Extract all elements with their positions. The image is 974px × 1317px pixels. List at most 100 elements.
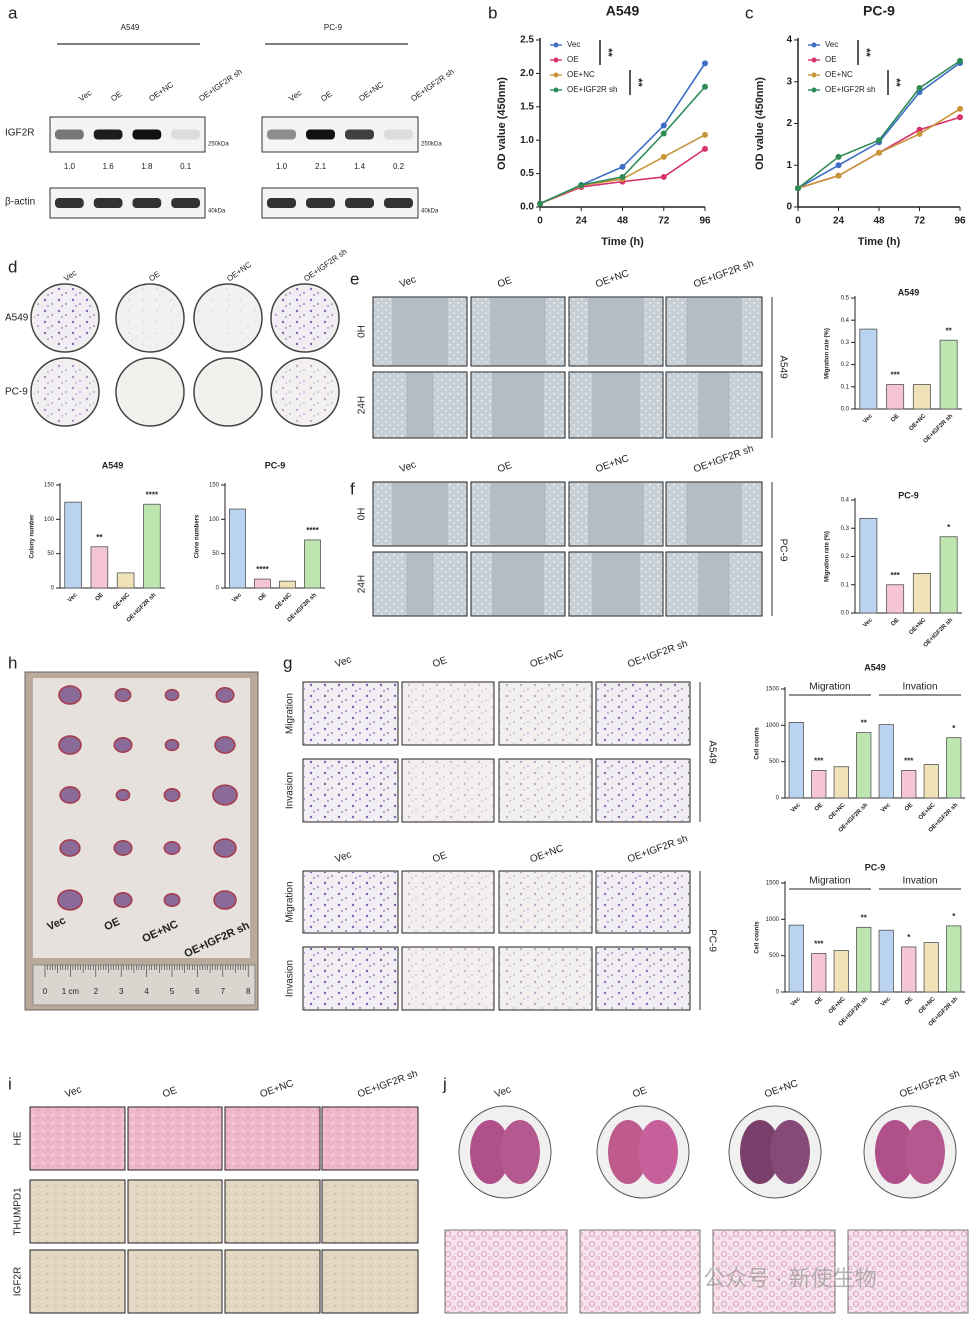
- band: [384, 198, 413, 208]
- tumor: [115, 788, 131, 802]
- label: 2.1: [315, 162, 327, 171]
- sig-label: **: [632, 78, 644, 87]
- label: OE+IGF2R sh: [692, 443, 755, 475]
- tumor: [113, 892, 133, 908]
- bar: [833, 950, 849, 993]
- x-tick-label: 72: [658, 216, 670, 227]
- legend-marker: [553, 57, 559, 63]
- y-tick-label: 0: [776, 990, 780, 996]
- point: [876, 149, 882, 156]
- sig-label: ***: [814, 940, 824, 949]
- wound-gap: [490, 298, 546, 365]
- x-tick-label: OE+NC: [918, 996, 937, 1015]
- bar: [939, 339, 958, 410]
- panel-label: e: [350, 269, 359, 288]
- label: 24H: [357, 575, 368, 593]
- y-tick-label: 0.3: [841, 526, 850, 532]
- y-tick-label: 0.4: [841, 318, 850, 324]
- ihc-image: [224, 1106, 321, 1171]
- y-tick-label: 0.1: [841, 582, 850, 588]
- y-tick-label: 1000: [766, 723, 780, 729]
- label: 40kDa: [421, 209, 439, 215]
- legend-marker: [811, 57, 817, 63]
- label: PC-9: [324, 23, 343, 32]
- tumor: [163, 892, 181, 908]
- x-tick-label: OE+NC: [908, 617, 927, 636]
- y-tick-label: 1.0: [520, 135, 534, 146]
- panel-label: f: [350, 479, 355, 498]
- chart-title: PC-9: [265, 460, 286, 470]
- label: OE+IGF2R sh: [626, 833, 689, 865]
- band: [306, 198, 335, 208]
- group-label: Migration: [809, 682, 850, 693]
- y-tick-label: 500: [769, 953, 780, 959]
- transwell-image: [500, 948, 591, 1009]
- label: Vec: [77, 88, 93, 103]
- ihc-image: [29, 1106, 126, 1171]
- label: 250kDa: [208, 142, 229, 148]
- label: PC-9: [5, 387, 28, 398]
- y-tick-label: 1000: [766, 917, 780, 923]
- bar: [946, 925, 962, 993]
- lung: [905, 1120, 945, 1184]
- transwell-image: [597, 948, 689, 1009]
- point: [660, 122, 667, 129]
- bar: [811, 769, 827, 799]
- band: [267, 129, 296, 140]
- label: 0.2: [393, 162, 405, 171]
- y-tick-label: 0.0: [841, 611, 850, 617]
- band: [171, 129, 200, 140]
- x-tick-label: Vec: [862, 413, 874, 425]
- legend-label: OE+IGF2R sh: [567, 85, 617, 94]
- y-tick-label: 0.3: [841, 340, 850, 346]
- ihc-image: [321, 1249, 419, 1314]
- label: Invasion: [285, 772, 296, 809]
- chart-title: PC-9: [898, 490, 919, 500]
- histology: [579, 1229, 701, 1314]
- wound-gap: [406, 373, 434, 437]
- point: [957, 114, 963, 121]
- x-tick-label: OE+NC: [828, 802, 847, 821]
- point: [916, 130, 923, 137]
- bar: [116, 572, 135, 589]
- ihc-image: [224, 1179, 321, 1244]
- label: Migration: [285, 693, 296, 734]
- sig-label: **: [890, 78, 902, 87]
- sig-label: ***: [890, 371, 900, 380]
- label: 1.0: [64, 162, 76, 171]
- label: 24H: [357, 396, 368, 414]
- sig-label: ****: [306, 526, 319, 535]
- ihc-image: [127, 1179, 223, 1244]
- label: OE+IGF2R sh: [197, 67, 244, 103]
- label: THUMPD1: [13, 1187, 24, 1236]
- bar: [859, 517, 878, 614]
- point: [660, 173, 667, 180]
- sig-label: *: [952, 724, 956, 733]
- legend-marker: [811, 42, 817, 48]
- band: [132, 129, 162, 140]
- ihc-image: [224, 1249, 321, 1314]
- paper: [33, 678, 250, 958]
- transwell-image: [500, 683, 591, 744]
- bar: [923, 942, 939, 993]
- label: 0.1: [180, 162, 192, 171]
- y-tick-label: 2.0: [520, 68, 534, 79]
- panel-label: g: [283, 653, 292, 672]
- y-tick-label: 100: [44, 517, 55, 523]
- bar: [229, 508, 246, 589]
- y-tick-label: 0.4: [841, 498, 850, 504]
- legend-marker: [553, 87, 559, 93]
- band: [93, 129, 123, 140]
- wound-gap: [592, 553, 640, 615]
- transwell-image: [304, 760, 397, 821]
- group-label: Invation: [902, 682, 937, 693]
- bar: [143, 503, 161, 589]
- y-tick-label: 100: [209, 517, 220, 523]
- transwell-image: [597, 760, 689, 821]
- legend-label: OE+NC: [567, 70, 595, 79]
- x-tick-label: Vec: [880, 802, 892, 814]
- bar: [811, 953, 827, 993]
- label: A549: [777, 355, 788, 379]
- x-tick-label: OE: [95, 592, 105, 602]
